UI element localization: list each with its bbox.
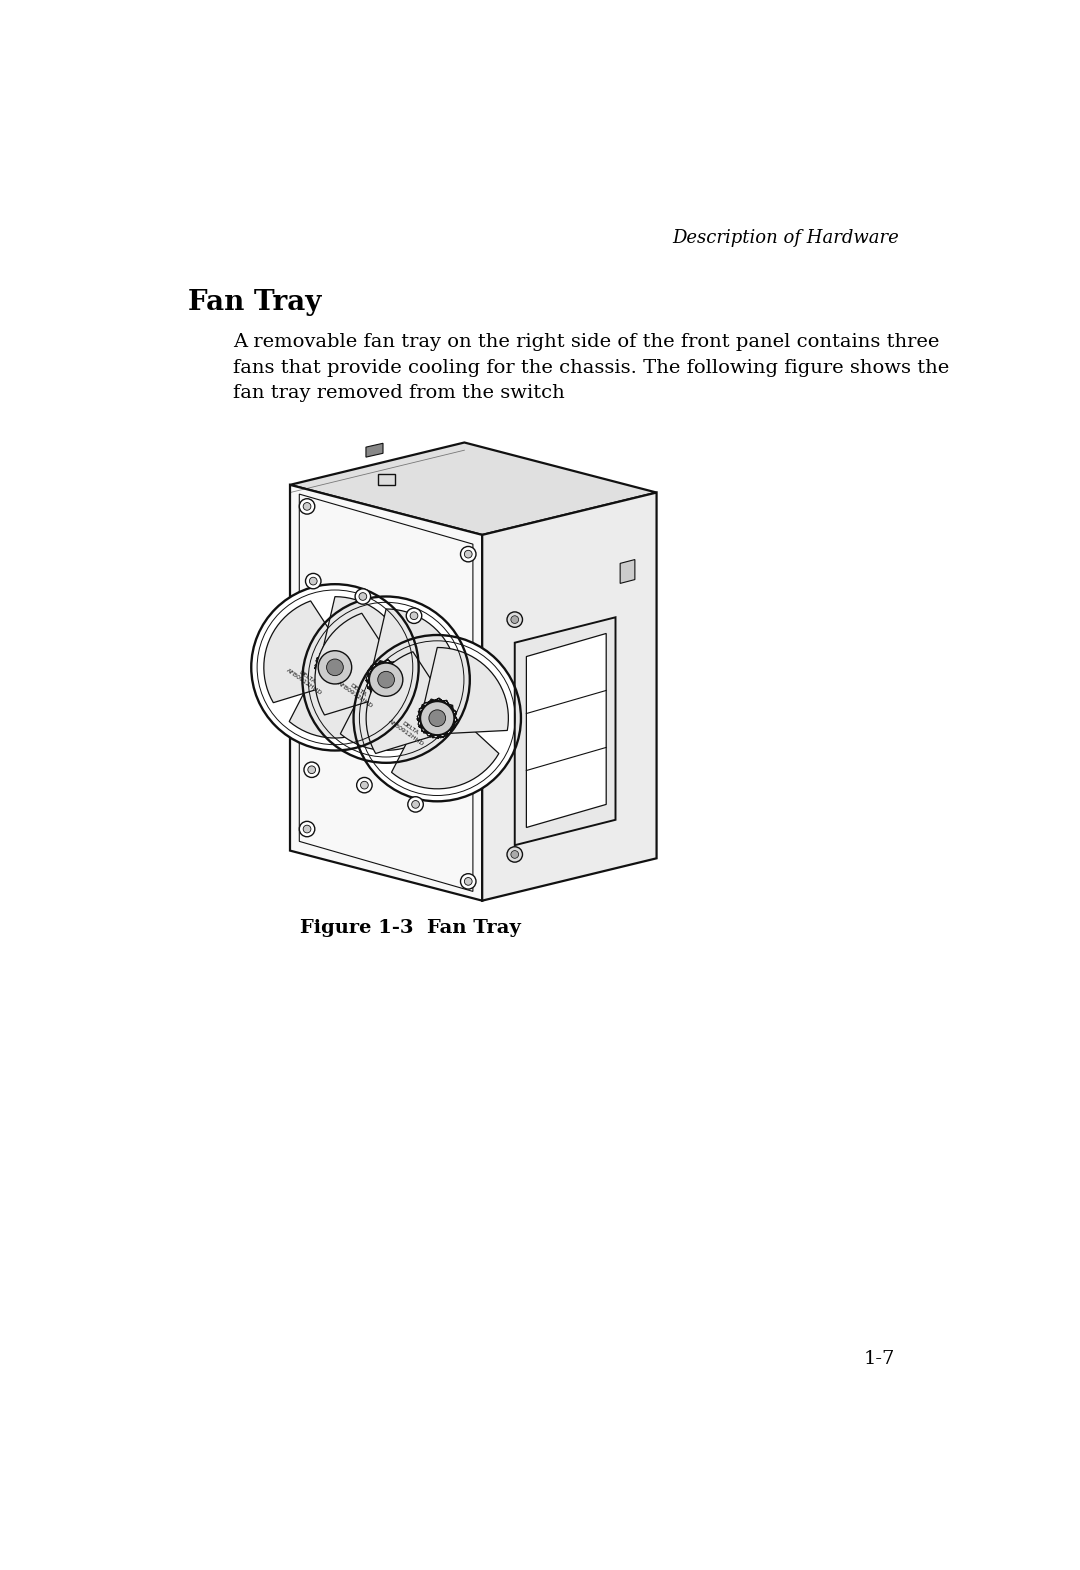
Circle shape bbox=[302, 597, 470, 763]
Text: fans that provide cooling for the chassis. The following figure shows the: fans that provide cooling for the chassi… bbox=[232, 360, 949, 377]
Circle shape bbox=[378, 672, 394, 688]
Polygon shape bbox=[291, 485, 482, 901]
Circle shape bbox=[460, 546, 476, 562]
Text: Description of Hardware: Description of Hardware bbox=[673, 229, 900, 248]
Circle shape bbox=[408, 796, 423, 812]
Circle shape bbox=[464, 551, 472, 557]
Circle shape bbox=[299, 499, 314, 513]
Text: DELTA
AFB0912HHD: DELTA AFB0912HHD bbox=[285, 663, 326, 697]
Circle shape bbox=[303, 502, 311, 510]
Circle shape bbox=[308, 766, 315, 774]
Text: A removable fan tray on the right side of the front panel contains three: A removable fan tray on the right side o… bbox=[232, 333, 939, 352]
Text: fan tray removed from the switch: fan tray removed from the switch bbox=[232, 385, 565, 402]
Circle shape bbox=[361, 782, 368, 790]
Polygon shape bbox=[315, 597, 406, 688]
Circle shape bbox=[406, 608, 422, 623]
Polygon shape bbox=[366, 652, 457, 754]
Polygon shape bbox=[526, 633, 606, 827]
Circle shape bbox=[369, 663, 403, 696]
Polygon shape bbox=[378, 474, 395, 485]
Circle shape bbox=[460, 873, 476, 889]
Circle shape bbox=[429, 710, 446, 727]
Circle shape bbox=[319, 650, 352, 685]
Circle shape bbox=[306, 573, 321, 589]
Circle shape bbox=[420, 702, 454, 735]
Circle shape bbox=[410, 612, 418, 620]
Circle shape bbox=[511, 615, 518, 623]
Circle shape bbox=[511, 851, 518, 859]
Circle shape bbox=[356, 777, 373, 793]
Polygon shape bbox=[366, 443, 383, 457]
Polygon shape bbox=[366, 609, 457, 700]
Polygon shape bbox=[515, 617, 616, 845]
Polygon shape bbox=[340, 659, 448, 750]
Polygon shape bbox=[289, 648, 396, 738]
Text: Figure 1-3  Fan Tray: Figure 1-3 Fan Tray bbox=[299, 918, 521, 937]
Circle shape bbox=[355, 589, 370, 604]
Text: Fan Tray: Fan Tray bbox=[188, 289, 321, 316]
Circle shape bbox=[252, 584, 419, 750]
Polygon shape bbox=[392, 699, 499, 788]
Circle shape bbox=[303, 826, 311, 834]
Circle shape bbox=[359, 592, 367, 600]
Circle shape bbox=[326, 659, 343, 675]
Polygon shape bbox=[417, 647, 509, 738]
Circle shape bbox=[507, 846, 523, 862]
Polygon shape bbox=[264, 601, 355, 703]
Text: 1-7: 1-7 bbox=[863, 1350, 894, 1367]
Polygon shape bbox=[482, 493, 657, 901]
Circle shape bbox=[411, 801, 419, 809]
Circle shape bbox=[303, 761, 320, 777]
Circle shape bbox=[309, 578, 318, 586]
Circle shape bbox=[464, 878, 472, 885]
Circle shape bbox=[353, 634, 521, 801]
Text: DELTA
AFB0912HHD: DELTA AFB0912HHD bbox=[388, 714, 429, 747]
Polygon shape bbox=[291, 443, 657, 535]
Text: DELTA
AFB0912HHD: DELTA AFB0912HHD bbox=[336, 675, 377, 708]
Circle shape bbox=[299, 821, 314, 837]
Polygon shape bbox=[620, 559, 635, 584]
Polygon shape bbox=[315, 614, 406, 714]
Circle shape bbox=[507, 612, 523, 628]
